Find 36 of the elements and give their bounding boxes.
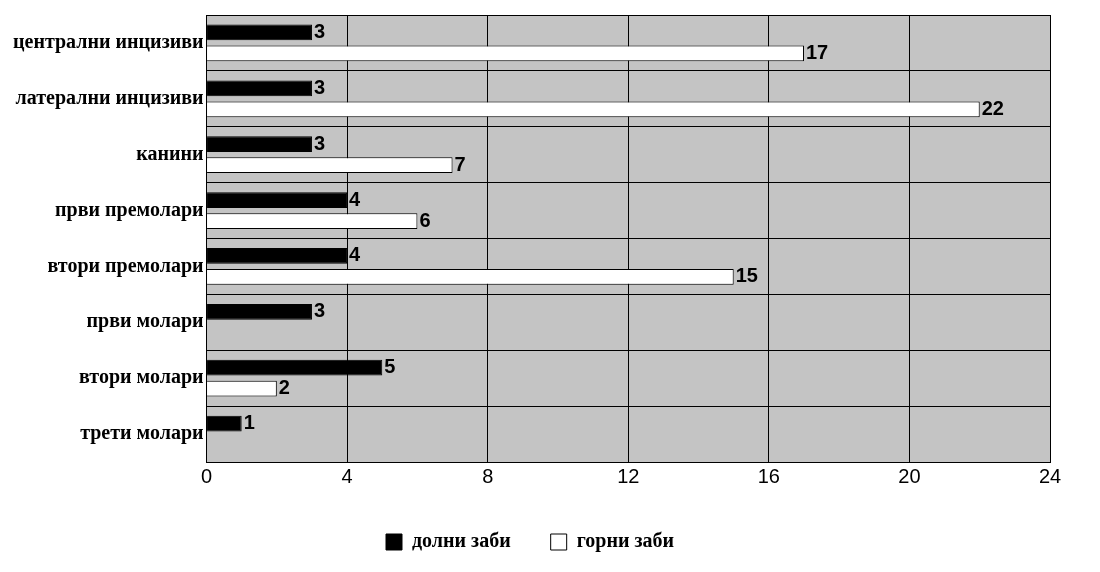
- data-label: 7: [454, 152, 466, 175]
- legend-label: долни заби: [412, 529, 511, 552]
- y-tick-label: трети молари: [80, 421, 204, 445]
- x-tick-label: 12: [617, 464, 640, 487]
- bar: [207, 415, 242, 432]
- data-label: 5: [384, 355, 396, 378]
- data-label: 3: [313, 131, 326, 154]
- y-tick-label: латерални инцизиви: [15, 85, 204, 109]
- x-tick-label: 24: [1038, 464, 1062, 487]
- legend-label: горни заби: [576, 529, 675, 553]
- y-tick-label: први премолари: [55, 197, 204, 221]
- y-tick-label: канини: [136, 141, 204, 164]
- data-label: 4: [349, 243, 362, 266]
- data-label: 3: [313, 75, 326, 98]
- y-tick-label: централни инцизиви: [12, 30, 204, 54]
- data-label: 15: [735, 264, 758, 287]
- data-label: 4: [349, 187, 362, 210]
- bar: [207, 80, 312, 97]
- bar: [207, 136, 312, 153]
- x-tick-label: 20: [898, 464, 921, 487]
- y-tick-label: втори премолари: [47, 253, 204, 277]
- data-label: 6: [419, 208, 431, 231]
- bar: [207, 24, 312, 41]
- data-label: 17: [805, 40, 829, 63]
- bar: [207, 303, 312, 320]
- x-tick-label: 16: [757, 464, 780, 487]
- data-label: 2: [278, 376, 290, 399]
- data-label: 22: [981, 96, 1004, 119]
- data-label: 3: [313, 19, 326, 42]
- x-tick-label: 4: [341, 464, 353, 487]
- x-tick-label: 8: [482, 464, 494, 487]
- data-label: 1: [243, 411, 255, 434]
- x-tick-label: 0: [200, 464, 213, 487]
- data-label: 3: [313, 299, 326, 322]
- y-tick-label: втори молари: [79, 365, 204, 389]
- y-tick-label: први молари: [86, 309, 204, 333]
